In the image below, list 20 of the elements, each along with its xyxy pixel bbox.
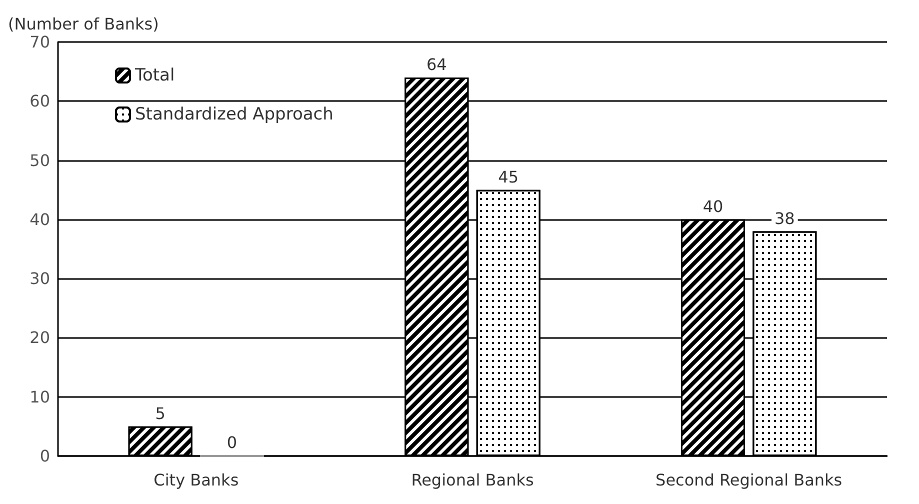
data-label: 38 [774,208,795,228]
data-label: 5 [155,404,166,423]
legend-label: Standardized Approach [135,104,334,124]
data-label: 45 [498,167,519,186]
x-tick-label: Second Regional Banks [656,470,842,490]
x-tick-label: Regional Banks [411,470,534,490]
y-tick-label: 30 [30,269,50,288]
data-label: 64 [426,54,447,74]
legend-label: Total [134,66,175,86]
x-tick-label: City Banks [154,470,239,490]
y-axis-title: (Number of Banks) [8,14,159,34]
data-label: 40 [702,196,724,216]
y-tick-label: 0 [40,446,50,466]
y-tick-label: 70 [30,32,50,52]
y-tick-label: 20 [30,328,50,348]
y-tick-label: 10 [30,387,50,406]
y-tick-label: 50 [30,150,50,170]
data-label: 0 [226,433,238,452]
y-tick-label: 60 [30,92,50,111]
y-tick-label: 40 [30,210,50,229]
